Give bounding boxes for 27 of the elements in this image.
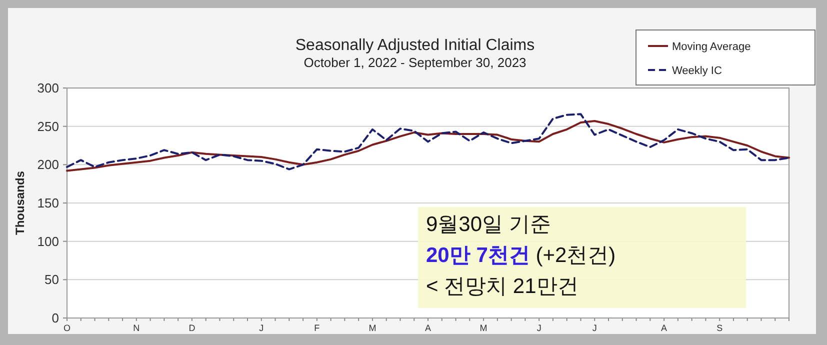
annotation: 9월30일 기준: [426, 213, 551, 236]
x-tick-label: S: [716, 323, 723, 333]
x-tick-label: J: [259, 323, 264, 333]
y-tick-label: 50: [44, 272, 59, 288]
x-tick-label: D: [188, 323, 196, 333]
legend-label: Weekly IC: [672, 65, 722, 77]
x-tick-label: J: [536, 323, 542, 333]
y-tick-label: 300: [37, 80, 59, 96]
x-tick-label: A: [661, 323, 668, 333]
x-tick-label: O: [63, 323, 71, 333]
annotation: 20만 7천건 (+2천건): [426, 244, 616, 267]
chart-title: Seasonally Adjusted Initial Claims: [295, 37, 535, 54]
x-tick-label: A: [424, 323, 432, 333]
y-tick-label: 0: [52, 310, 59, 326]
y-axis-title: Thousands: [13, 170, 27, 236]
x-tick-label: F: [314, 323, 320, 333]
y-tick-label: 150: [37, 196, 59, 210]
x-tick-label: J: [592, 323, 597, 333]
x-tick-label: M: [368, 323, 376, 333]
chart-subtitle: October 1, 2022 - September 30, 2023: [304, 55, 526, 70]
legend-label: Moving Average: [672, 41, 751, 53]
annotation: < 전망치 21만건: [426, 275, 578, 298]
y-tick-label: 100: [37, 234, 59, 249]
y-tick-label: 250: [37, 118, 59, 134]
x-tick-label: N: [133, 323, 140, 333]
x-tick-label: M: [480, 323, 488, 333]
y-tick-label: 200: [37, 157, 59, 172]
